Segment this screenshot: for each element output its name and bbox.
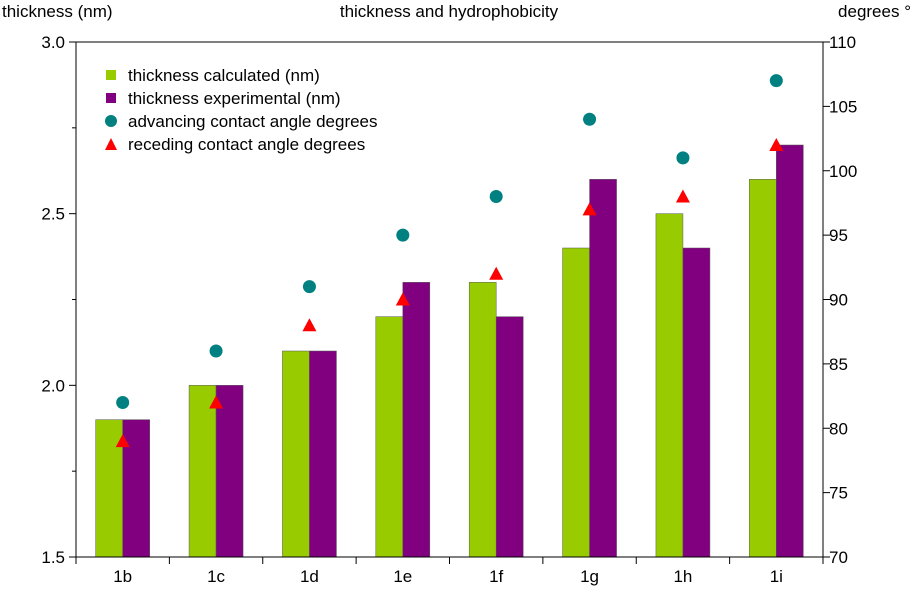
x-axis-tick-label: 1i (770, 567, 783, 586)
bar (682, 247, 711, 558)
legend-swatch (106, 70, 116, 80)
bar (562, 247, 590, 558)
data-point (583, 112, 597, 126)
data-point (489, 190, 503, 203)
legend-swatch (106, 93, 116, 103)
bar (375, 316, 404, 558)
legend-label: thickness experimental (nm) (128, 89, 341, 108)
left-axis-label: thickness (nm) (2, 2, 113, 21)
chart-title: thickness and hydrophobicity (340, 2, 559, 21)
data-point (302, 318, 317, 332)
bar (188, 385, 217, 558)
data-point (769, 74, 783, 88)
right-axis-tick-label: 110 (829, 33, 856, 52)
x-axis-tick-label: 1c (207, 567, 225, 586)
bar (402, 282, 431, 558)
legend-label: advancing contact angle degrees (128, 112, 378, 131)
right-axis-label: degrees ° (838, 2, 911, 21)
data-point (395, 292, 410, 306)
right-axis-tick-label: 95 (829, 226, 848, 245)
data-point (115, 434, 130, 448)
legend-swatch (105, 138, 117, 150)
data-point (582, 202, 597, 216)
left-axis-tick-label: 2.5 (41, 205, 65, 224)
data-point (116, 396, 130, 409)
right-axis-tick-label: 100 (829, 162, 857, 181)
right-axis-tick-label: 80 (829, 419, 848, 438)
bar (749, 179, 777, 558)
bar (309, 350, 337, 558)
data-point (209, 395, 224, 409)
x-axis-tick-label: 1f (489, 567, 503, 586)
right-axis-tick-label: 90 (829, 291, 848, 310)
right-axis-tick-label: 75 (829, 484, 848, 503)
legend-label: thickness calculated (nm) (128, 66, 320, 85)
bar (776, 144, 804, 558)
x-axis-tick-label: 1e (393, 567, 412, 586)
bar (95, 419, 123, 558)
data-point (489, 266, 504, 280)
data-point (396, 228, 410, 242)
bar (655, 213, 684, 558)
data-point (675, 189, 690, 203)
data-point (769, 138, 784, 151)
x-axis-tick-label: 1g (580, 567, 599, 586)
right-axis-tick-label: 70 (829, 548, 848, 567)
bar (215, 385, 244, 558)
right-axis-tick-label: 105 (829, 97, 857, 116)
left-axis-tick-label: 1.5 (41, 548, 65, 567)
left-axis-tick-label: 2.0 (41, 376, 65, 395)
data-point (676, 151, 690, 165)
bar (282, 350, 310, 558)
x-axis-tick-label: 1h (673, 567, 692, 586)
legend-swatch (105, 115, 117, 127)
x-axis-tick-label: 1b (113, 567, 132, 586)
bar (122, 419, 150, 558)
legend-label: receding contact angle degrees (128, 135, 365, 154)
bar (495, 316, 524, 558)
right-axis-tick-label: 85 (829, 355, 848, 374)
x-axis-tick-label: 1d (300, 567, 319, 586)
bar (468, 282, 497, 558)
data-point (302, 280, 316, 294)
left-axis-tick-label: 3.0 (41, 33, 65, 52)
bar (589, 179, 617, 558)
data-point (209, 344, 223, 358)
